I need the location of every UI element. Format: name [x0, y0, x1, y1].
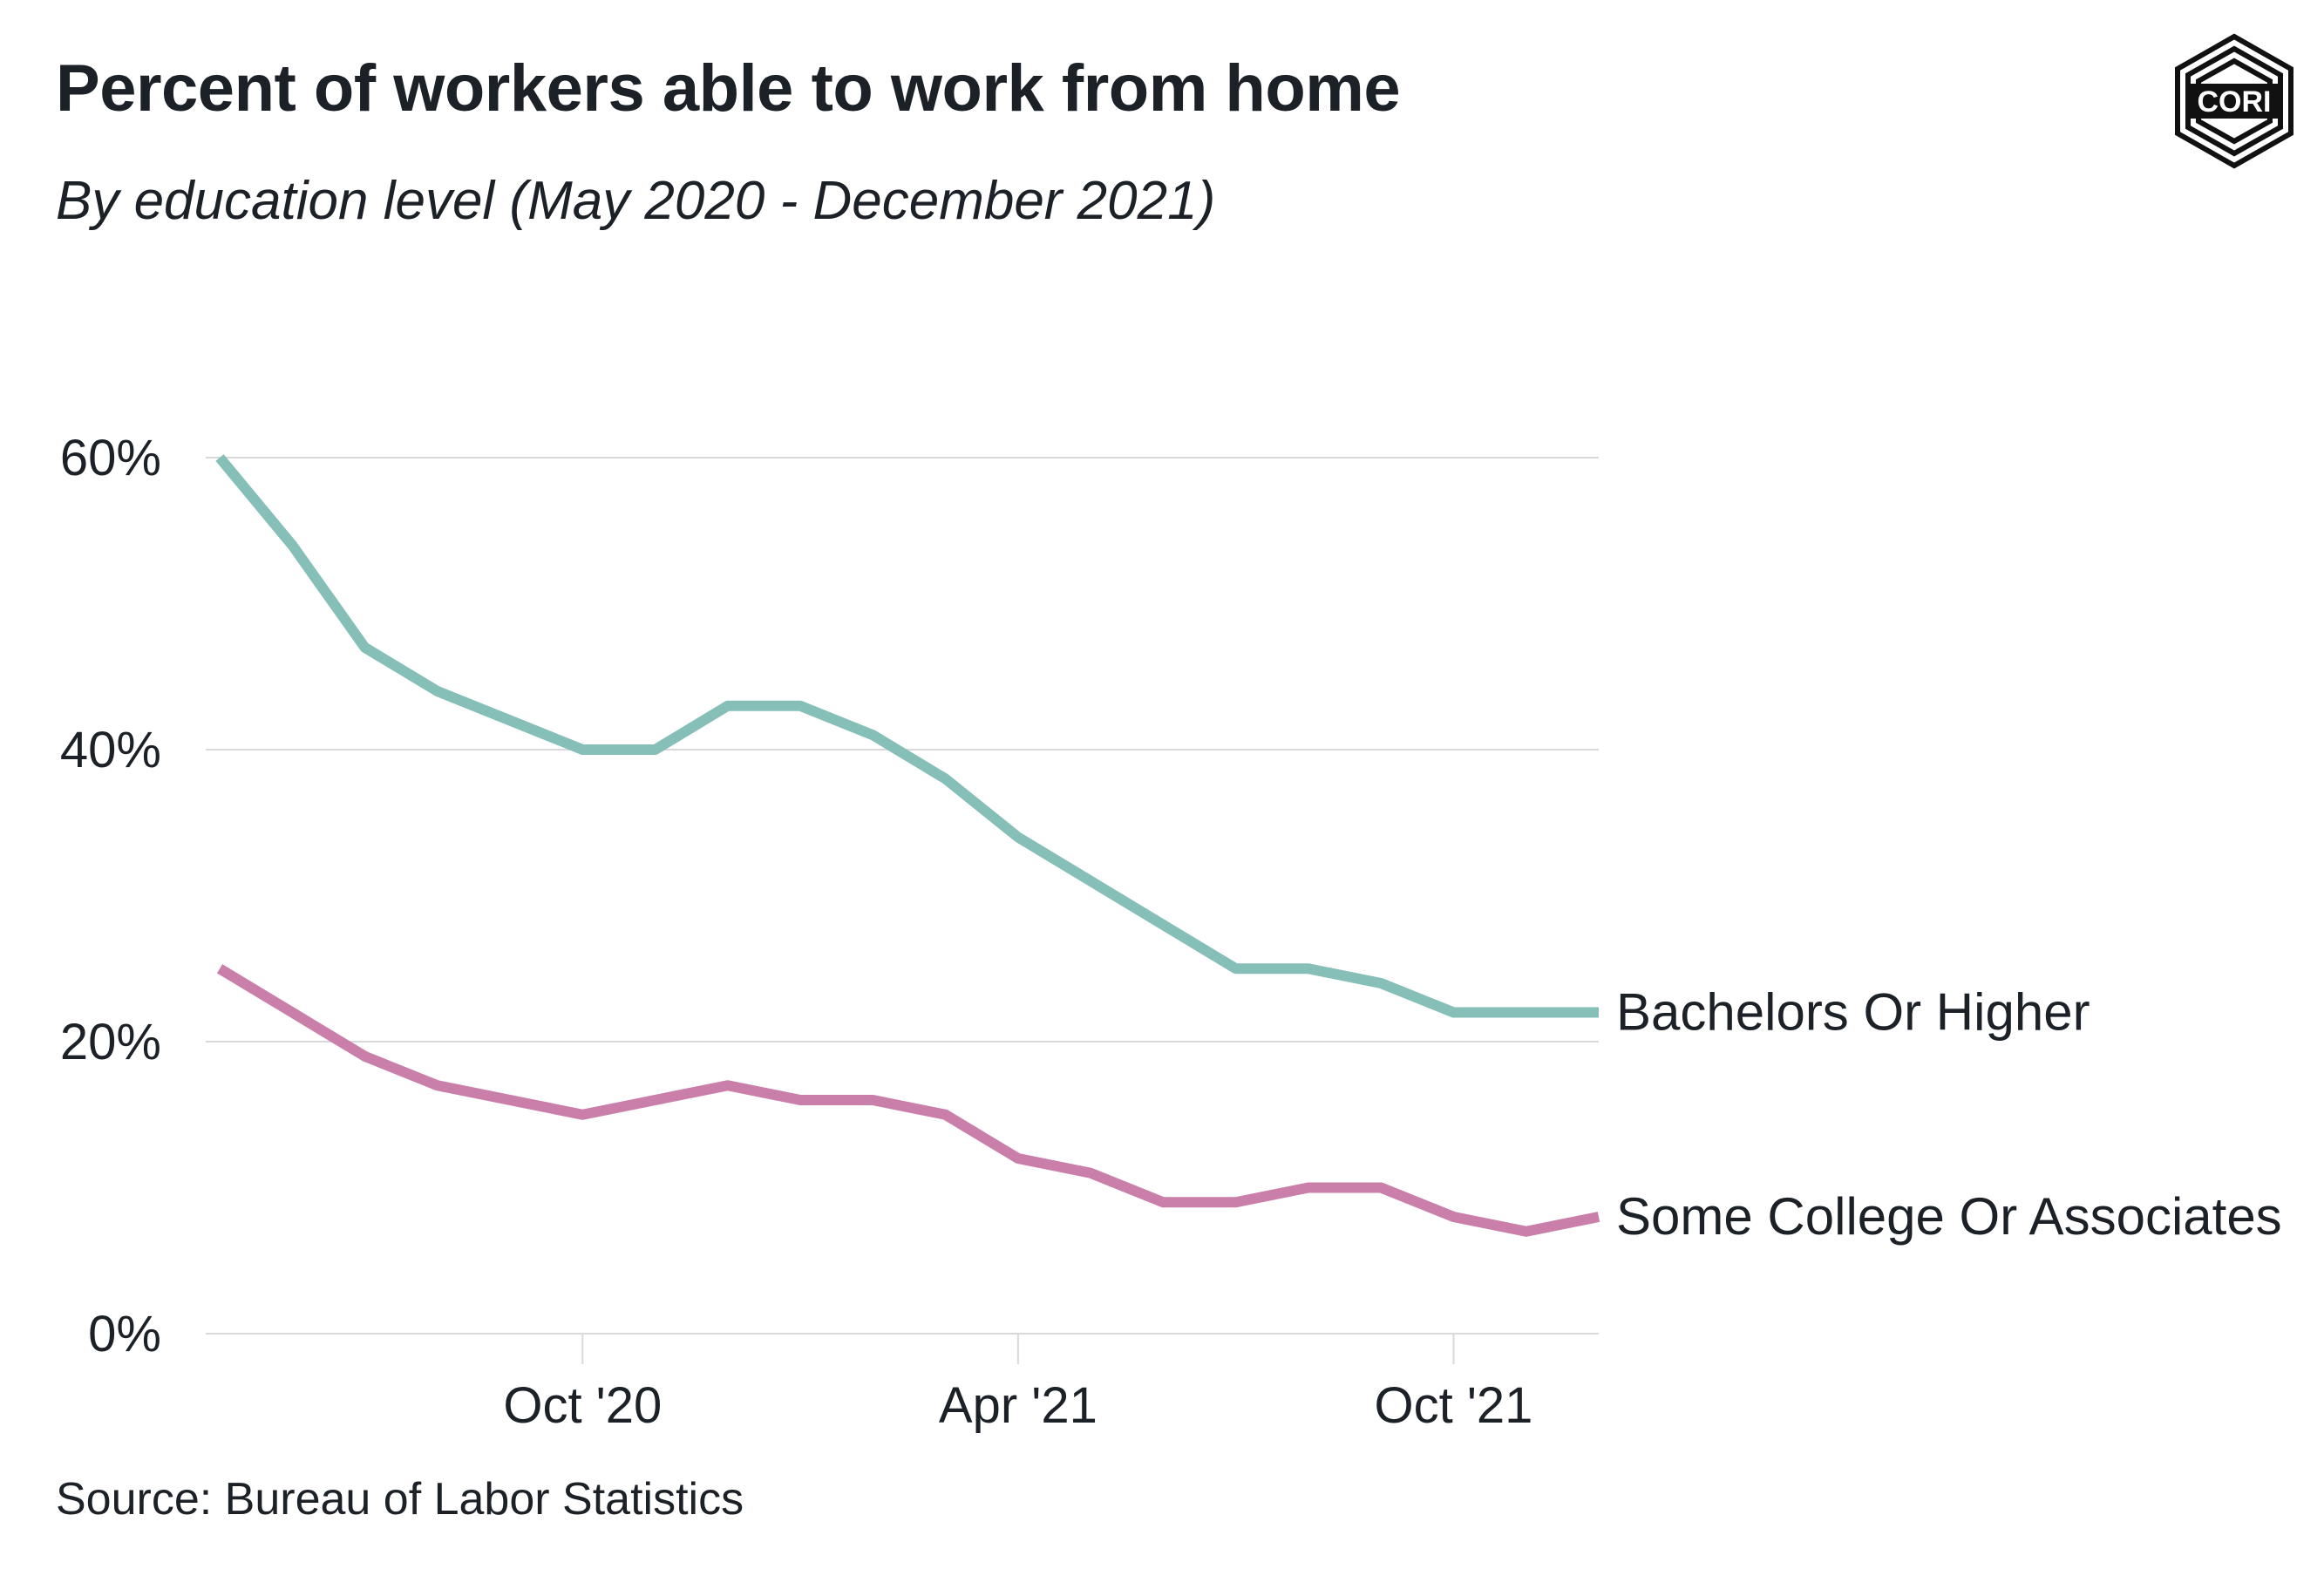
chart-title: Percent of workers able to work from hom… — [56, 51, 1401, 126]
x-tick-label: Oct '20 — [503, 1377, 662, 1434]
gridlines — [206, 457, 1599, 1335]
series-label-0: Bachelors Or Higher — [1616, 983, 2090, 1042]
y-tick-label: 20% — [60, 1014, 161, 1070]
series-label-1: Some College Or Associates — [1616, 1187, 2282, 1246]
x-tick-label: Apr '21 — [939, 1377, 1097, 1434]
chart-subtitle: By education level (May 2020 - December … — [56, 171, 1216, 231]
logo-text: CORI — [2198, 85, 2272, 119]
series-line-1 — [216, 964, 1600, 1237]
y-tick-label: 40% — [60, 722, 161, 778]
series-lines — [215, 454, 1600, 1237]
y-tick-label: 0% — [88, 1306, 161, 1362]
series-labels: Bachelors Or Higher Some College Or Assoc… — [1616, 983, 2282, 1246]
series-line-0 — [215, 454, 1599, 1018]
cori-logo-icon: CORI — [2175, 33, 2293, 169]
source-note: Source: Bureau of Labor Statistics — [56, 1474, 744, 1525]
y-tick-label: 60% — [60, 430, 161, 486]
y-axis: 0% 20% 40% 60% — [60, 430, 161, 1362]
x-axis: Oct '20 Apr '21 Oct '21 — [503, 1334, 1532, 1434]
x-tick-label: Oct '21 — [1375, 1377, 1533, 1434]
